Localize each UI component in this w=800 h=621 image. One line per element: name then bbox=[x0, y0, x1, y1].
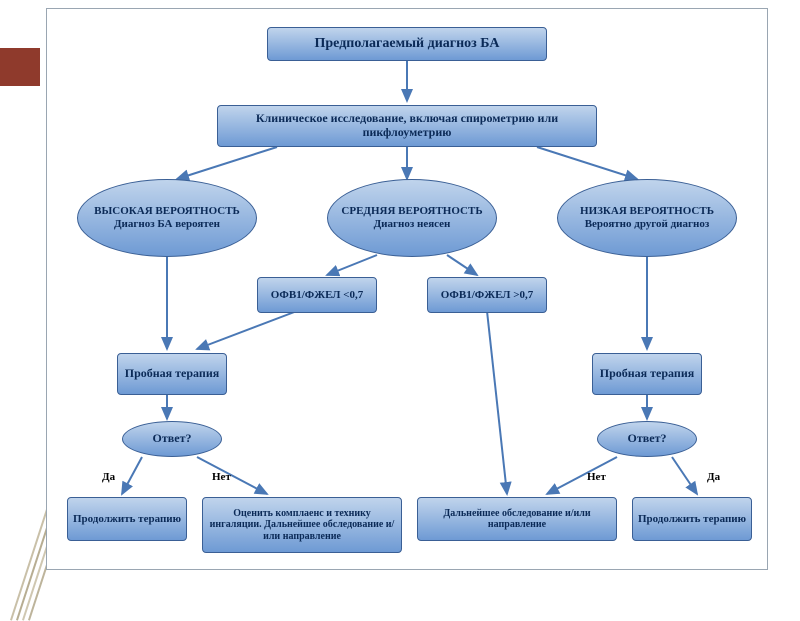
label-no-right: Нет bbox=[587, 471, 606, 483]
node-clinical-study: Клиническое исследование, включая спиром… bbox=[217, 105, 597, 147]
node-label: НИЗКАЯ ВЕРОЯТНОСТЬВероятно другой диагно… bbox=[580, 205, 714, 230]
node-continue-left: Продолжить терапию bbox=[67, 497, 187, 541]
label-no-left: Нет bbox=[212, 471, 231, 483]
arrows-layer bbox=[47, 9, 767, 569]
node-trial-therapy-left: Пробная терапия bbox=[117, 353, 227, 395]
node-label: Клиническое исследование, включая спиром… bbox=[222, 112, 592, 140]
node-label: Предполагаемый диагноз БА bbox=[314, 36, 499, 52]
node-assess-compliance: Оценить комплаенс и технику ингаляции. Д… bbox=[202, 497, 402, 553]
node-response-right: Ответ? bbox=[597, 421, 697, 457]
node-response-left: Ответ? bbox=[122, 421, 222, 457]
node-label: Пробная терапия bbox=[125, 367, 219, 381]
node-label: ОФВ1/ФЖЕЛ >0,7 bbox=[441, 289, 534, 302]
node-label: ОФВ1/ФЖЕЛ <0,7 bbox=[271, 289, 364, 302]
node-further-exam: Дальнейшее обследование и/или направлени… bbox=[417, 497, 617, 541]
diagram-frame: Предполагаемый диагноз БА Клиническое ис… bbox=[46, 8, 768, 570]
node-medium-probability: СРЕДНЯЯ ВЕРОЯТНОСТЬДиагноз неясен bbox=[327, 179, 497, 257]
node-label: ВЫСОКАЯ ВЕРОЯТНОСТЬДиагноз БА вероятен bbox=[94, 205, 240, 230]
accent-block bbox=[0, 48, 40, 86]
node-label: Продолжить терапию bbox=[73, 513, 181, 526]
node-label: Ответ? bbox=[153, 432, 192, 446]
slide: Предполагаемый диагноз БА Клиническое ис… bbox=[0, 0, 800, 600]
node-label: Ответ? bbox=[628, 432, 667, 446]
label-yes-left: Да bbox=[102, 471, 115, 483]
node-trial-therapy-right: Пробная терапия bbox=[592, 353, 702, 395]
node-continue-right: Продолжить терапию bbox=[632, 497, 752, 541]
node-fev-gt: ОФВ1/ФЖЕЛ >0,7 bbox=[427, 277, 547, 313]
node-label: СРЕДНЯЯ ВЕРОЯТНОСТЬДиагноз неясен bbox=[341, 205, 482, 230]
node-high-probability: ВЫСОКАЯ ВЕРОЯТНОСТЬДиагноз БА вероятен bbox=[77, 179, 257, 257]
node-fev-lt: ОФВ1/ФЖЕЛ <0,7 bbox=[257, 277, 377, 313]
node-label: Оценить комплаенс и технику ингаляции. Д… bbox=[207, 508, 397, 543]
label-yes-right: Да bbox=[707, 471, 720, 483]
node-label: Дальнейшее обследование и/или направлени… bbox=[422, 508, 612, 531]
node-low-probability: НИЗКАЯ ВЕРОЯТНОСТЬВероятно другой диагно… bbox=[557, 179, 737, 257]
node-label: Продолжить терапию bbox=[638, 513, 746, 526]
node-label: Пробная терапия bbox=[600, 367, 694, 381]
node-presumed-diagnosis: Предполагаемый диагноз БА bbox=[267, 27, 547, 61]
